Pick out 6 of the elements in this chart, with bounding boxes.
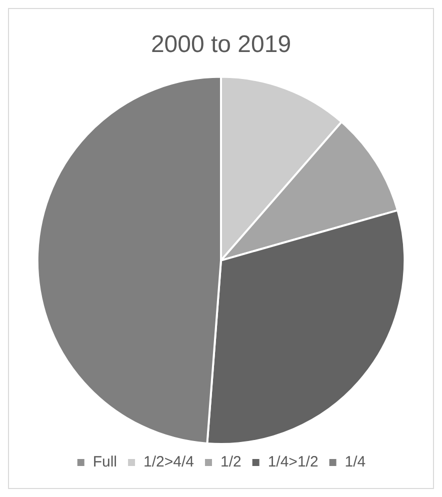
legend-label: 1/2 [220, 454, 242, 471]
legend-label: 1/2>4/4 [144, 454, 194, 471]
legend-label: 1/4 [344, 454, 366, 471]
legend-label: 1/4>1/2 [268, 454, 318, 471]
legend-label: Full [92, 454, 118, 471]
chart-title: 2000 to 2019 [150, 31, 292, 58]
